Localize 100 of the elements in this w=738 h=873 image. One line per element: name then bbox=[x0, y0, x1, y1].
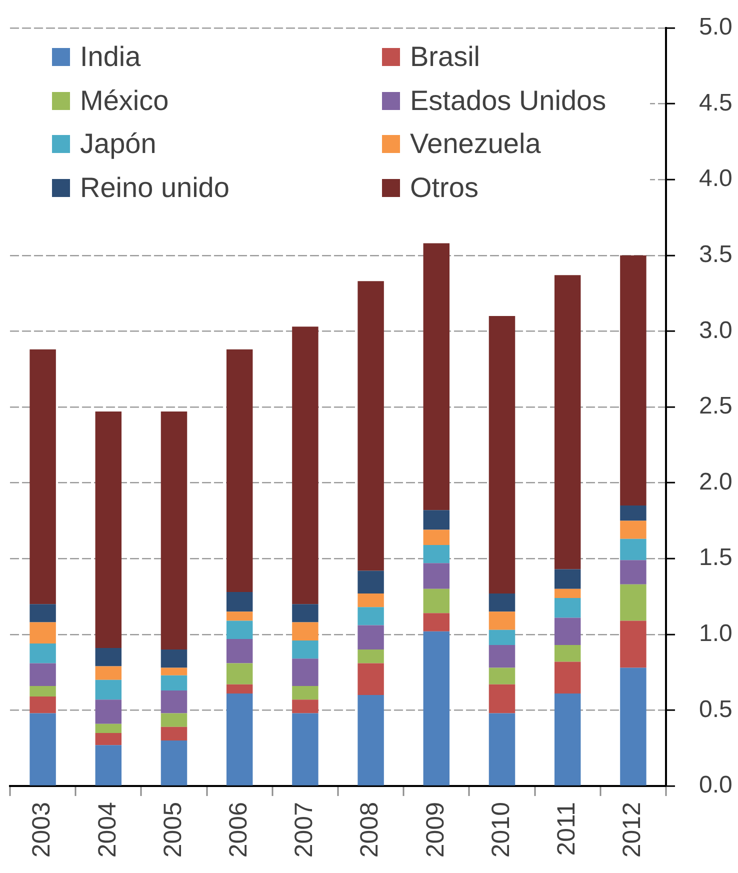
bar bbox=[160, 675, 188, 690]
bar bbox=[226, 663, 253, 684]
bar bbox=[358, 593, 384, 608]
bar bbox=[160, 412, 188, 650]
bar bbox=[95, 680, 122, 700]
bar bbox=[95, 412, 122, 648]
bar bbox=[488, 630, 516, 646]
bar bbox=[226, 349, 253, 592]
legend-label: México bbox=[80, 84, 169, 116]
bar bbox=[488, 593, 516, 612]
bar bbox=[95, 700, 122, 724]
bar bbox=[554, 645, 581, 662]
bar bbox=[226, 684, 253, 694]
y-tick-label: 3.0 bbox=[699, 316, 732, 344]
bar bbox=[30, 643, 56, 664]
y-tick-label: 1.5 bbox=[699, 544, 732, 572]
bar bbox=[488, 612, 516, 630]
bar bbox=[292, 713, 318, 786]
bar bbox=[423, 563, 450, 589]
bar bbox=[358, 650, 384, 664]
x-tick-label: 2012 bbox=[618, 802, 646, 858]
bar bbox=[95, 745, 122, 786]
bar bbox=[423, 631, 450, 786]
bar bbox=[292, 700, 318, 714]
legend-label: India bbox=[80, 41, 141, 73]
bar bbox=[620, 668, 646, 786]
x-tick-label: 2005 bbox=[158, 802, 187, 858]
legend-label: Japón bbox=[80, 128, 156, 160]
bar bbox=[554, 694, 581, 786]
bar bbox=[358, 570, 384, 594]
bar bbox=[292, 640, 318, 659]
bar bbox=[292, 686, 318, 700]
bar bbox=[423, 243, 450, 510]
bar bbox=[95, 648, 122, 666]
legend-label: Venezuela bbox=[410, 128, 541, 160]
y-tick-label: 0.5 bbox=[699, 696, 732, 723]
bar bbox=[488, 668, 516, 684]
x-tick-label: 2003 bbox=[28, 802, 56, 858]
bar bbox=[292, 326, 318, 604]
y-tick-label: 2.5 bbox=[699, 392, 732, 420]
bar bbox=[226, 620, 253, 639]
y-tick-label: 1.0 bbox=[699, 620, 732, 648]
bar bbox=[620, 520, 646, 539]
x-tick-label: 2011 bbox=[552, 802, 580, 856]
y-tick-label: 2.0 bbox=[699, 468, 732, 496]
bar bbox=[160, 726, 188, 741]
bar bbox=[358, 663, 384, 696]
bar bbox=[160, 740, 188, 786]
bar bbox=[554, 618, 581, 646]
bar bbox=[554, 588, 581, 598]
bar bbox=[423, 530, 450, 545]
bar bbox=[554, 569, 581, 589]
bar bbox=[95, 724, 122, 733]
bar bbox=[292, 622, 318, 640]
x-tick-label: 2006 bbox=[224, 802, 252, 858]
x-tick-label: 2007 bbox=[290, 802, 318, 858]
y-tick-label: 4.0 bbox=[699, 165, 732, 192]
bar bbox=[30, 622, 56, 644]
bar bbox=[423, 613, 450, 632]
x-tick-label: 2004 bbox=[93, 802, 122, 858]
y-tick-label: 0.0 bbox=[699, 772, 732, 799]
bar bbox=[358, 607, 384, 626]
bar bbox=[554, 662, 581, 694]
bar bbox=[95, 732, 122, 746]
bar bbox=[488, 645, 516, 668]
bar bbox=[292, 604, 318, 622]
bar bbox=[488, 316, 516, 594]
x-tick-label: 2009 bbox=[421, 802, 450, 858]
bar bbox=[30, 696, 56, 714]
bar bbox=[30, 713, 56, 786]
bar bbox=[226, 638, 253, 664]
bar bbox=[620, 255, 646, 506]
bar bbox=[358, 281, 384, 571]
bar bbox=[226, 612, 253, 621]
bar bbox=[160, 668, 188, 676]
legend-label: Reino unido bbox=[80, 172, 230, 204]
bar bbox=[226, 592, 253, 612]
legend-label: Estados Unidos bbox=[410, 84, 606, 116]
bar bbox=[620, 506, 646, 521]
bar bbox=[160, 713, 188, 727]
bar bbox=[554, 275, 581, 570]
bar bbox=[358, 625, 384, 650]
bar bbox=[358, 695, 384, 786]
bar bbox=[620, 620, 646, 668]
bar bbox=[30, 349, 56, 604]
y-tick-label: 3.5 bbox=[699, 241, 732, 268]
bar bbox=[95, 666, 122, 680]
bar bbox=[292, 658, 318, 686]
bar bbox=[160, 650, 188, 668]
bar bbox=[554, 598, 581, 618]
bar bbox=[488, 713, 516, 786]
x-tick-label: 2010 bbox=[486, 802, 515, 858]
bar bbox=[423, 544, 450, 564]
y-tick-label: 5.0 bbox=[699, 14, 732, 41]
bar bbox=[423, 588, 450, 614]
bar bbox=[423, 510, 450, 530]
bar bbox=[30, 663, 56, 686]
bar bbox=[620, 538, 646, 560]
legend-label: Otros bbox=[410, 172, 478, 204]
y-tick-label: 4.5 bbox=[699, 89, 732, 116]
